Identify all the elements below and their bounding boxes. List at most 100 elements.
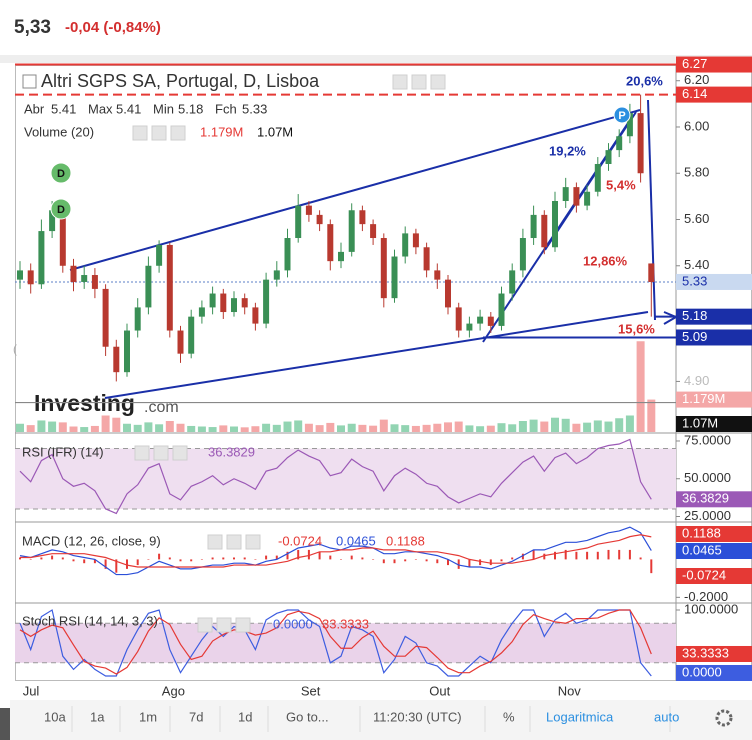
event-marker[interactable] — [613, 106, 631, 124]
pane-icon[interactable] — [170, 125, 186, 141]
axis-label: 5.33 — [682, 273, 707, 288]
volume-bar — [561, 418, 570, 432]
percent-button[interactable]: % — [503, 709, 515, 724]
pane-icon[interactable] — [134, 445, 150, 461]
candle-body — [252, 307, 259, 324]
axis-label: 6.14 — [682, 86, 707, 101]
pane-icon[interactable] — [411, 74, 427, 90]
volume-bar — [48, 421, 57, 432]
macd-histogram — [286, 551, 289, 560]
y-tick-label: 50.0000 — [684, 470, 731, 485]
pane-icon[interactable] — [172, 445, 188, 461]
axis-label-box — [676, 273, 752, 290]
range-button[interactable]: 1a — [90, 709, 105, 724]
y-tick-label: 100.0000 — [684, 601, 738, 616]
macd-histogram — [457, 559, 460, 569]
settings-button[interactable] — [715, 709, 733, 727]
volume-bar — [422, 424, 431, 432]
volume-bar — [358, 424, 367, 432]
event-marker[interactable] — [50, 198, 72, 220]
pane-icon[interactable] — [151, 125, 167, 141]
volume-bar — [465, 425, 474, 432]
macd-histogram — [447, 559, 449, 566]
pane-icon[interactable] — [207, 534, 223, 550]
candle-body — [156, 244, 163, 266]
macd-histogram — [93, 559, 96, 564]
pane-icon[interactable] — [392, 74, 408, 90]
pane-icon[interactable] — [132, 125, 148, 141]
pane-icon[interactable] — [430, 74, 446, 90]
candle-body — [412, 233, 419, 248]
volume-bar — [411, 425, 420, 432]
macd-histogram — [318, 551, 321, 560]
macd-histogram — [382, 559, 385, 564]
volume-bar — [347, 423, 356, 432]
pane-icon[interactable] — [197, 617, 213, 633]
volume-bar — [144, 422, 153, 432]
volume-bar — [219, 425, 228, 432]
indicator-line — [20, 534, 652, 568]
range-button[interactable]: 7d — [189, 709, 203, 724]
macd-histogram — [222, 557, 225, 560]
candle-body — [81, 275, 88, 282]
candle-body — [487, 316, 494, 326]
logo-suffix: .com — [144, 399, 179, 416]
volume-bar — [454, 421, 463, 432]
macd-histogram — [436, 559, 439, 564]
range-button[interactable]: 10a — [44, 709, 66, 724]
volume-bar — [390, 424, 399, 432]
candle-body — [273, 270, 280, 280]
macd-histogram — [158, 553, 161, 560]
axis-label-box — [676, 416, 752, 432]
pane-icon[interactable] — [153, 445, 169, 461]
pane-icon[interactable] — [226, 534, 242, 550]
candle-body — [391, 256, 398, 299]
range-button[interactable]: 1m — [139, 709, 157, 724]
volume-bar — [208, 427, 217, 432]
candle-body — [134, 307, 141, 331]
candle-body — [70, 265, 77, 282]
candle-body — [616, 136, 623, 151]
volume-bar — [636, 341, 645, 432]
volume-bar — [80, 427, 89, 432]
macd-histogram — [543, 553, 546, 560]
pane-value: 33.3333 — [322, 616, 369, 631]
volume-bar — [58, 422, 67, 432]
ohlc-value: 5.41 — [51, 101, 76, 116]
axis-label-box — [676, 391, 752, 408]
clock: 11:20:30 (UTC) — [373, 709, 462, 724]
log-button[interactable]: Logaritmica — [546, 709, 614, 724]
macd-histogram — [607, 549, 610, 560]
volume-ma-value: 1.07M — [257, 124, 293, 139]
pane-icon[interactable] — [216, 617, 232, 633]
ohlc-label: Fch — [215, 101, 237, 116]
candle-body — [198, 307, 205, 317]
axis-label: 0.0465 — [682, 542, 722, 557]
volume-bar — [176, 423, 185, 432]
candle-body — [637, 113, 644, 174]
pane-value: -0.0724 — [278, 533, 322, 548]
candle-body — [27, 270, 34, 285]
macd-histogram — [136, 559, 139, 566]
candle-body — [477, 316, 484, 324]
trend-line — [647, 99, 656, 321]
axis-label: 5.09 — [682, 329, 707, 344]
candle-body — [124, 330, 130, 373]
candle-body — [445, 279, 451, 308]
goto-button[interactable]: Go to... — [286, 709, 329, 724]
macd-histogram — [254, 559, 257, 560]
volume-bar — [251, 426, 260, 432]
macd-histogram — [115, 559, 118, 573]
range-button[interactable]: 1d — [238, 709, 252, 724]
pane-icon[interactable] — [235, 617, 251, 633]
auto-button[interactable]: auto — [654, 709, 679, 724]
macd-histogram — [521, 553, 524, 560]
chart-title: Altri SGPS SA, Portugal, D, Lisboa — [41, 71, 320, 91]
macd-histogram — [340, 559, 342, 560]
legend-toggle[interactable] — [22, 74, 37, 89]
event-marker[interactable] — [50, 162, 72, 184]
pane-icon[interactable] — [245, 534, 261, 550]
axis-label: -0.0724 — [682, 567, 726, 582]
